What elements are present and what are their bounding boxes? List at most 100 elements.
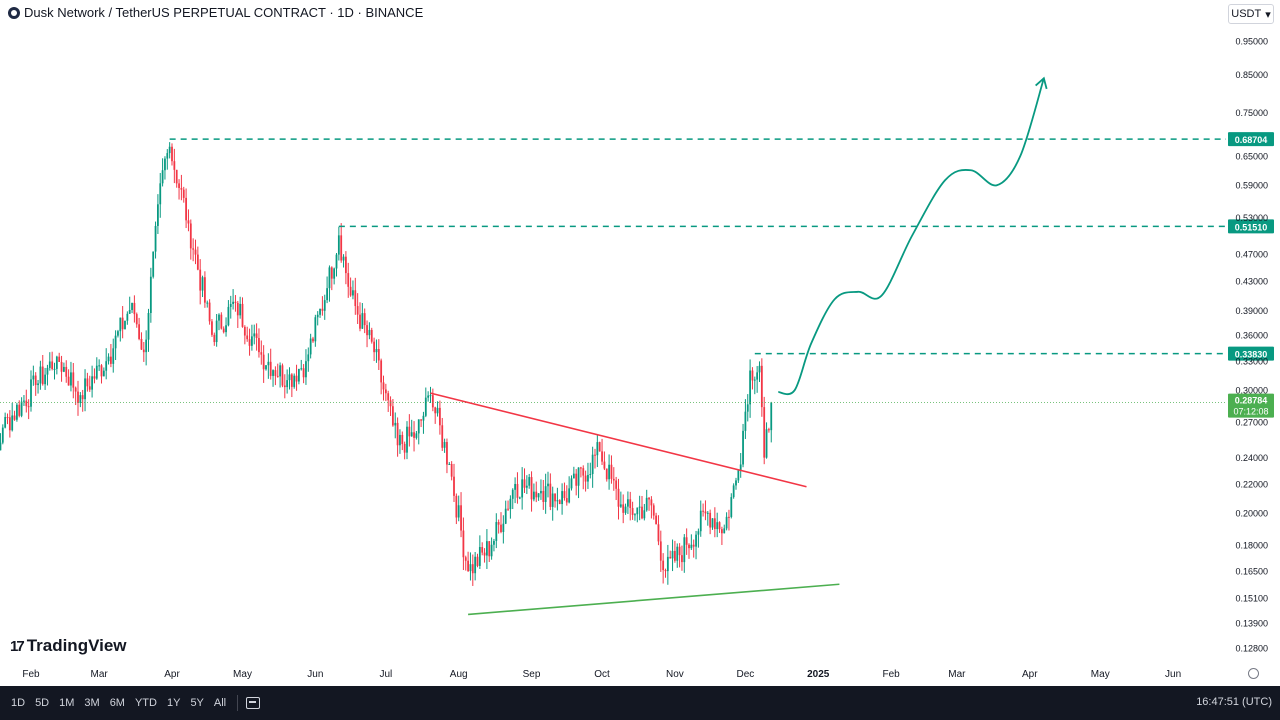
candle-body <box>194 249 197 255</box>
candle-body <box>283 385 286 388</box>
candle-body <box>594 454 596 456</box>
candle-body <box>126 313 129 321</box>
candle-body <box>457 505 460 518</box>
candle-body <box>450 464 453 477</box>
candle-body <box>643 510 646 519</box>
candle-body <box>713 518 716 530</box>
candle-body <box>617 488 620 507</box>
candle-body <box>149 276 152 314</box>
calendar-icon[interactable] <box>246 697 261 709</box>
candle-body <box>48 361 51 368</box>
price-tick-label: 0.12800 <box>1235 644 1268 654</box>
candle-body <box>718 522 721 530</box>
projection-path <box>778 78 1045 396</box>
candle-body <box>349 286 352 296</box>
candle-body <box>709 512 712 528</box>
range-1d[interactable]: 1D <box>11 697 26 709</box>
candle-body <box>744 411 747 431</box>
candle-body <box>119 317 122 332</box>
candle-body <box>373 341 375 353</box>
candle-body <box>678 546 681 556</box>
time-axis[interactable]: Feb Mar Apr May Jun Jul Aug Sep Oct Nov Dec 2025 Feb… <box>22 669 1181 680</box>
candle-body <box>370 329 373 342</box>
candle-body <box>582 468 585 476</box>
candle-body <box>225 325 227 333</box>
drawings-layer <box>0 76 1226 616</box>
candle-body <box>676 546 679 561</box>
toolbar-divider <box>237 695 239 711</box>
candle-body <box>608 464 610 480</box>
chevron-down-icon: ▾ <box>1265 8 1271 21</box>
tradingview-logo[interactable]: 17 TradingView <box>10 636 127 656</box>
candle-body <box>730 497 733 517</box>
candle-body <box>481 547 484 553</box>
price-tick-label: 0.47000 <box>1235 250 1268 260</box>
candle-body <box>218 314 220 321</box>
gear-icon[interactable] <box>1248 668 1259 679</box>
candle-body <box>60 361 63 372</box>
candle-body <box>182 189 185 198</box>
time-tick-label: Oct <box>594 669 610 680</box>
candle-body <box>575 473 578 486</box>
candle-body <box>272 370 274 376</box>
candle-body <box>476 556 479 566</box>
currency-select[interactable]: USDT ▾ <box>1228 4 1274 24</box>
candle-body <box>615 480 618 489</box>
candle-body <box>312 338 314 342</box>
candle-body <box>556 500 559 502</box>
candle-body <box>547 483 549 487</box>
candle-body <box>631 508 634 515</box>
candle-body <box>290 374 293 387</box>
candle-body <box>401 434 404 444</box>
candle-body <box>471 564 474 574</box>
candle-body <box>67 376 70 386</box>
time-tick-label: Mar <box>948 669 966 680</box>
range-ytd[interactable]: YTD <box>134 697 157 709</box>
range-3m[interactable]: 3M <box>84 697 100 709</box>
candle-body <box>739 464 742 471</box>
candle-body <box>598 442 601 452</box>
candle-body <box>147 313 150 340</box>
price-axis[interactable]: 0.68704 0.51510 0.33830 0.95000 0.85000 0.750… <box>1228 37 1274 654</box>
candle-body <box>345 256 347 274</box>
range-6m[interactable]: 6M <box>109 697 125 709</box>
utc-clock[interactable]: 16:47:51 (UTC) <box>1196 696 1272 708</box>
candle-body <box>695 534 697 547</box>
range-1m[interactable]: 1M <box>59 697 75 709</box>
symbol-title[interactable]: Dusk Network / TetherUS PERPETUAL CONTRA… <box>8 5 423 20</box>
candle-body <box>711 518 714 528</box>
price-tick-label: 0.53000 <box>1235 213 1268 223</box>
candle-body <box>359 314 361 329</box>
candle-body <box>768 429 770 431</box>
candle-body <box>140 338 143 350</box>
candle-body <box>765 429 768 458</box>
candle-body <box>192 248 195 250</box>
price-tick-label: 0.13900 <box>1235 619 1268 629</box>
range-5y[interactable]: 5Y <box>190 697 204 709</box>
candle-body <box>507 508 509 510</box>
candle-body <box>23 400 25 402</box>
price-chart[interactable]: 0.68704 0.51510 0.33830 0.95000 0.85000 0.750… <box>0 0 1280 686</box>
candle-body <box>523 479 526 488</box>
time-tick-label: Jul <box>379 669 392 680</box>
candle-body <box>382 382 385 390</box>
level-price-label: 0.33830 <box>1235 350 1268 360</box>
candle-body <box>399 434 401 446</box>
candle-body <box>375 349 378 353</box>
candle-body <box>55 356 58 369</box>
candle-body <box>589 473 592 475</box>
candle-body <box>497 522 500 525</box>
range-all[interactable]: All <box>213 697 227 709</box>
candle-body <box>159 183 162 205</box>
candle-body <box>211 321 213 335</box>
candle-body <box>671 550 674 559</box>
symbol-title-text: Dusk Network / TetherUS PERPETUAL CONTRA… <box>24 5 424 20</box>
candle-body <box>93 376 96 379</box>
range-5d[interactable]: 5D <box>35 697 50 709</box>
dusk-logo-icon <box>8 6 20 19</box>
range-1y[interactable]: 1Y <box>166 697 181 709</box>
candle-body <box>424 397 427 416</box>
candle-body <box>587 474 589 482</box>
candle-body <box>239 303 242 316</box>
candle-body <box>521 479 524 498</box>
